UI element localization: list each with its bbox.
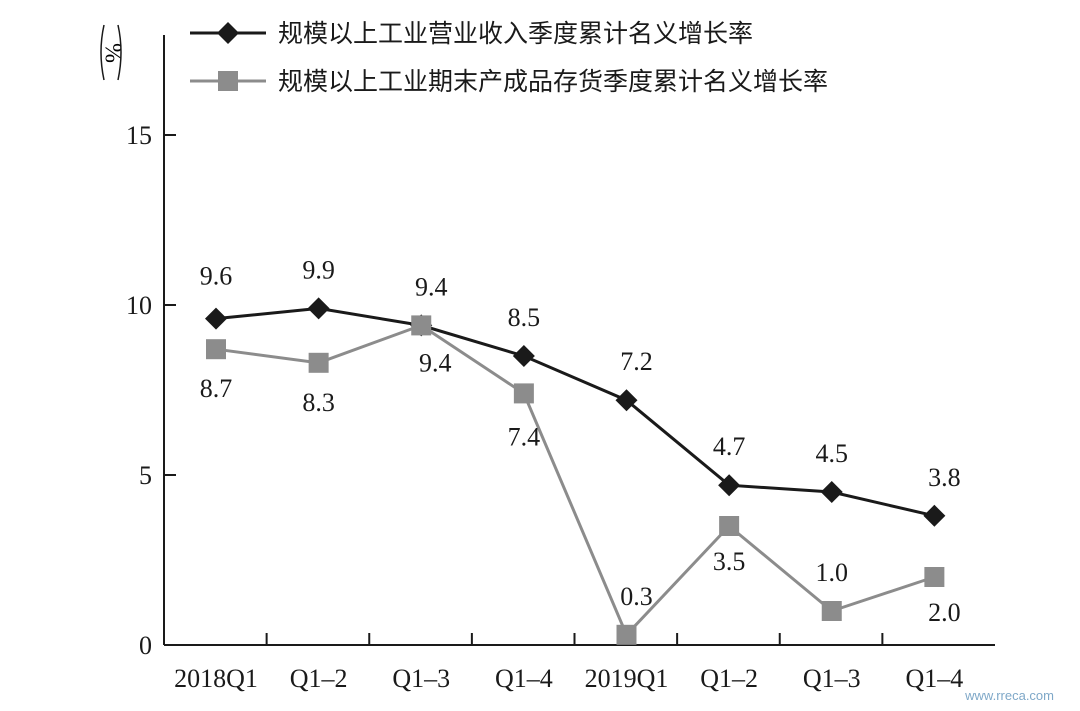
data-label: 9.4 (419, 348, 452, 377)
data-label: 4.7 (713, 432, 746, 461)
legend-marker-diamond (217, 22, 239, 44)
x-tick-label: Q1–2 (290, 664, 348, 693)
series-line-2 (215, 323, 935, 638)
data-point-diamond (307, 297, 330, 320)
data-point-square (513, 383, 534, 404)
data-label: 9.9 (302, 255, 335, 284)
data-label: 8.5 (508, 303, 541, 332)
y-tick-label: 10 (126, 291, 152, 320)
data-point-square (411, 315, 432, 336)
data-labels: 9.6 9.9 9.4 8.5 7.2 4.7 4.5 3.8 8.7 8.3 9.4 7.4 0.3 3… (200, 255, 961, 627)
series-line-1 (215, 306, 935, 518)
data-point-diamond (205, 307, 227, 330)
x-tick-label: 2019Q1 (585, 664, 669, 693)
x-tick-label: Q1–3 (803, 664, 861, 693)
data-point-square (924, 567, 945, 587)
data-label: 7.4 (508, 422, 541, 451)
y-tick-label: 0 (139, 631, 152, 660)
data-label: 8.3 (302, 388, 335, 417)
data-point-diamond (718, 474, 741, 497)
y-axis-label: % (99, 43, 125, 63)
x-tick-label: Q1–4 (495, 664, 553, 693)
data-point-square (308, 352, 329, 373)
data-point-square (719, 516, 740, 536)
x-tick-label: 2018Q1 (174, 664, 258, 693)
data-label: 9.6 (200, 262, 233, 291)
watermark-text: www.rreca.com (965, 688, 1054, 703)
data-label: 9.4 (415, 272, 448, 301)
y-ticks: 0 5 10 15 (126, 121, 176, 660)
data-point-diamond (512, 345, 535, 367)
y-tick-label: 15 (126, 121, 152, 150)
y-axis-unit-label: % (99, 24, 126, 81)
legend-label: 规模以上工业期末产成品存货季度累计名义增长率 (278, 67, 828, 96)
data-point-square (821, 601, 842, 621)
legend-label: 规模以上工业营业收入季度累计名义增长率 (278, 19, 753, 48)
data-label: 3.5 (713, 547, 746, 576)
data-point-diamond (820, 481, 843, 503)
x-tick-label: Q1–2 (700, 664, 758, 693)
data-label: 0.3 (620, 582, 653, 611)
data-label: 4.5 (816, 439, 849, 468)
y-tick-label: 5 (139, 461, 152, 490)
x-ticks: 2018Q1 Q1–2 Q1–3 Q1–4 2019Q1 Q1–2 Q1–3 Q1–4 (174, 633, 963, 693)
data-label: 2.0 (928, 598, 961, 627)
series-layer (205, 297, 946, 645)
data-point-square (206, 339, 226, 360)
legend: 规模以上工业营业收入季度累计名义增长率规模以上工业期末产成品存货季度累计名义增长… (190, 19, 828, 96)
data-point-diamond (923, 504, 946, 527)
data-label: 8.7 (200, 374, 233, 403)
x-tick-label: Q1–3 (392, 664, 450, 693)
data-label: 3.8 (928, 463, 961, 492)
data-point-square (616, 624, 637, 645)
data-label: 1.0 (816, 558, 849, 587)
data-label: 7.2 (620, 347, 653, 376)
x-tick-label: Q1–4 (905, 664, 963, 693)
legend-marker-square (218, 71, 238, 91)
data-point-diamond (615, 389, 638, 412)
